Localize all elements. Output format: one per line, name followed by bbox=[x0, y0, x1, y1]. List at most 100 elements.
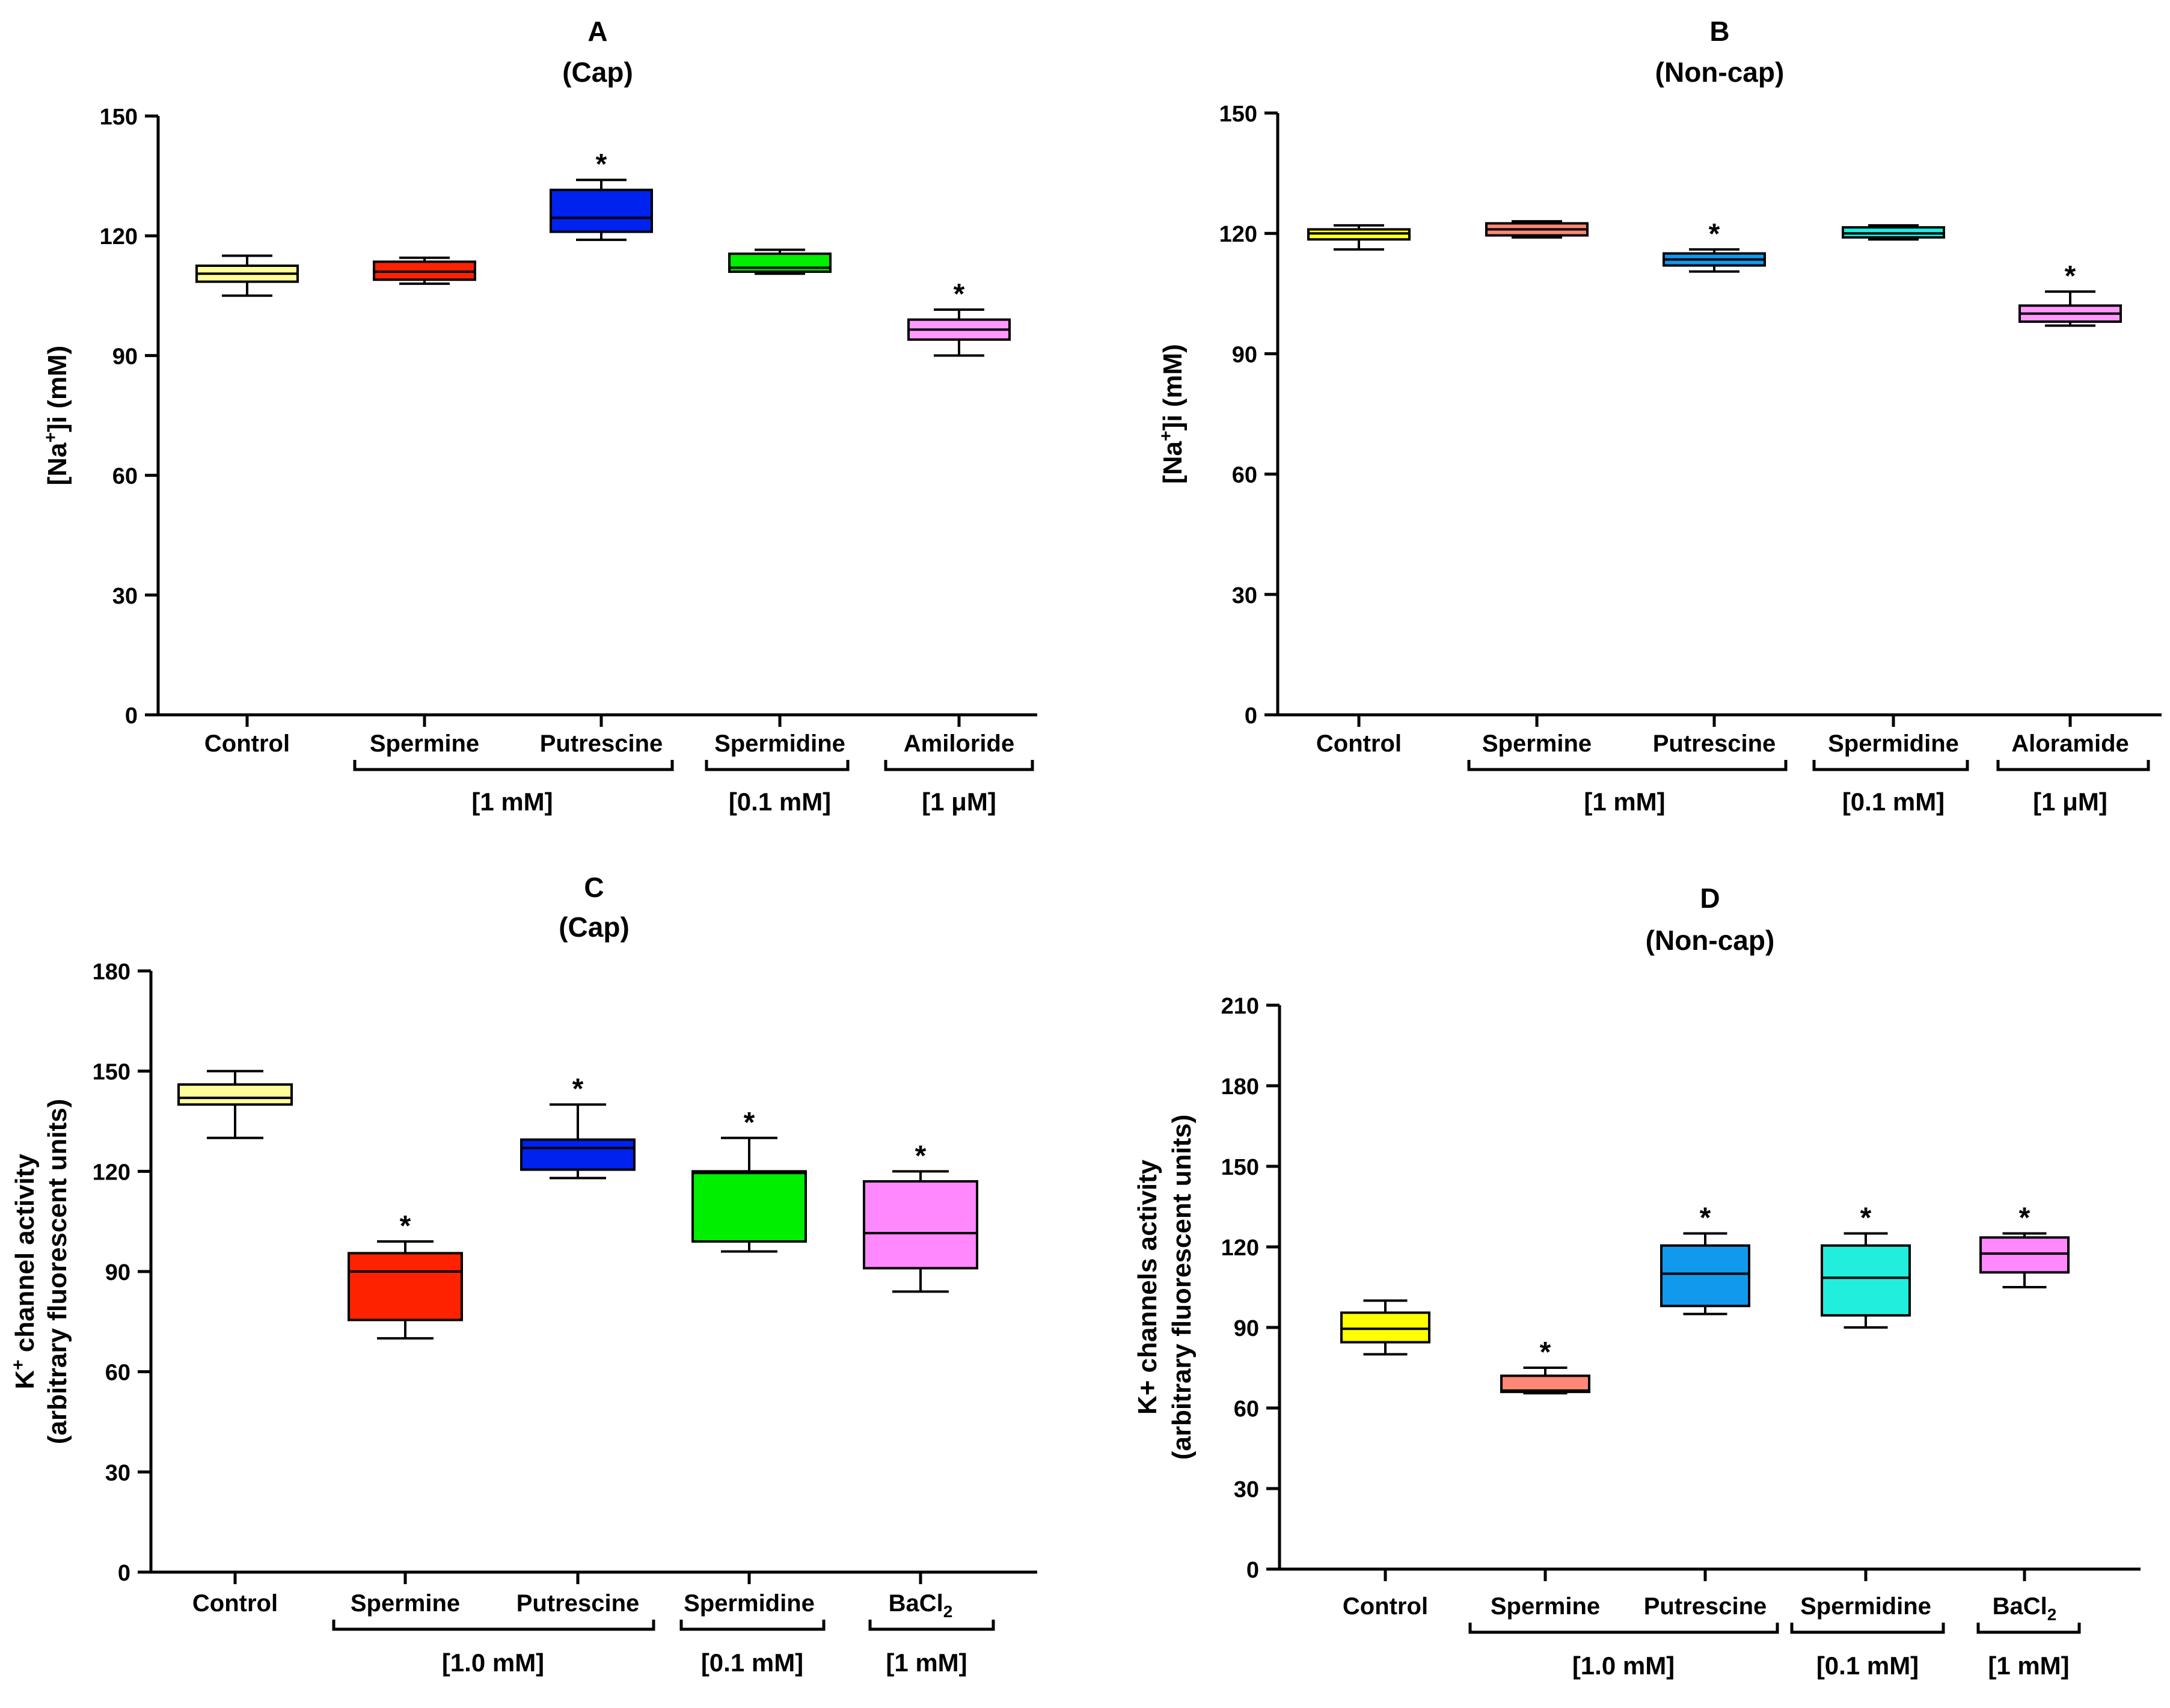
concentration-label: [0.1 mM] bbox=[1842, 788, 1945, 816]
box-control bbox=[177, 1070, 293, 1139]
significance-asterisk: * bbox=[596, 148, 607, 180]
box-spermine bbox=[373, 256, 476, 285]
box-spermidine bbox=[728, 248, 832, 275]
y-axis-label: [Na+]i (mM) bbox=[41, 346, 72, 486]
x-tick-label: Spermine bbox=[351, 1590, 460, 1617]
concentration-bracket bbox=[1812, 760, 1969, 771]
x-tick-label: Spermidine bbox=[684, 1590, 815, 1617]
concentration-label: [1.0 mM] bbox=[442, 1648, 544, 1677]
iqr-box bbox=[1500, 1374, 1590, 1394]
iqr-box bbox=[520, 1138, 636, 1171]
y-tick-label: 60 bbox=[105, 1361, 130, 1386]
iqr-box bbox=[1660, 1244, 1750, 1308]
box-putrescine: * bbox=[1663, 218, 1766, 273]
box-putrescine: * bbox=[1660, 1202, 1750, 1315]
significance-asterisk: * bbox=[1700, 1202, 1711, 1234]
y-tick-label: 60 bbox=[1232, 463, 1257, 488]
panel-letter: D bbox=[1700, 883, 1720, 914]
significance-asterisk: * bbox=[400, 1210, 411, 1242]
significance-asterisk: * bbox=[572, 1073, 584, 1105]
box-spermine bbox=[1485, 220, 1589, 239]
box-bacl2: * bbox=[863, 1140, 978, 1293]
box-spermine: * bbox=[348, 1210, 463, 1340]
box-putrescine: * bbox=[550, 148, 653, 241]
significance-asterisk: * bbox=[1709, 218, 1720, 250]
concentration-label: [1 mM] bbox=[886, 1648, 967, 1677]
concentration-bracket bbox=[705, 760, 850, 771]
y-axis-label-line2: (arbitrary fluorescent units) bbox=[1167, 1115, 1197, 1460]
x-tick-label: Spermidine bbox=[714, 730, 845, 757]
x-tick-label: Spermidine bbox=[1828, 730, 1959, 757]
panel-subtitle: (Cap) bbox=[559, 911, 630, 943]
x-tick-label: Spermine bbox=[1482, 730, 1592, 757]
concentration-label: [0.1 mM] bbox=[729, 788, 831, 816]
y-tick-label: 150 bbox=[100, 105, 138, 130]
y-tick-label: 60 bbox=[1234, 1397, 1259, 1422]
iqr-box bbox=[863, 1180, 978, 1270]
x-tick-label: Putrescine bbox=[540, 730, 663, 757]
y-tick-label: 120 bbox=[93, 1160, 130, 1185]
y-axis-label-line1: K+ channels activity bbox=[1133, 1159, 1162, 1415]
y-tick-label: 30 bbox=[1234, 1477, 1259, 1502]
y-axis-label-line1: K+ channel activity bbox=[8, 1154, 40, 1389]
y-tick-label: 120 bbox=[1219, 222, 1257, 247]
concentration-label: [1 μM] bbox=[2033, 788, 2107, 816]
y-tick-label: 30 bbox=[105, 1460, 130, 1486]
panel-subtitle: (Non-cap) bbox=[1646, 925, 1775, 956]
significance-asterisk: * bbox=[1540, 1336, 1551, 1368]
iqr-box bbox=[177, 1083, 293, 1106]
panel-d: D (Non-cap) 0 30 60 90 120 150 180 210 K+ channels… bbox=[1133, 883, 2141, 1680]
significance-asterisk: * bbox=[2019, 1202, 2031, 1234]
x-tick-label: Putrescine bbox=[1653, 730, 1776, 757]
box-spermine: * bbox=[1500, 1336, 1590, 1395]
x-tick-label: BaCl2 bbox=[1993, 1593, 2057, 1624]
y-tick-label: 0 bbox=[1245, 703, 1257, 729]
concentration-bracket bbox=[332, 1620, 655, 1631]
box-spermidine: * bbox=[1821, 1202, 1911, 1329]
box-control bbox=[1340, 1299, 1430, 1356]
y-tick-label: 180 bbox=[1221, 1074, 1259, 1100]
y-tick-label: 90 bbox=[105, 1260, 130, 1285]
x-tick-label: Amiloride bbox=[904, 730, 1014, 757]
concentration-bracket bbox=[1790, 1623, 1945, 1634]
y-tick-label: 120 bbox=[1221, 1235, 1259, 1261]
iqr-box bbox=[728, 253, 832, 273]
concentration-label: [1 mM] bbox=[471, 788, 553, 816]
iqr-box bbox=[1821, 1244, 1911, 1317]
concentration-bracket bbox=[1468, 1623, 1779, 1634]
concentration-bracket bbox=[884, 760, 1034, 771]
y-tick-label: 0 bbox=[125, 703, 138, 729]
y-tick-label: 150 bbox=[1221, 1155, 1259, 1180]
x-tick-label: Spermidine bbox=[1800, 1593, 1931, 1620]
concentration-label: [1.0 mM] bbox=[1572, 1651, 1675, 1680]
x-tick-label: Control bbox=[1316, 730, 1402, 757]
significance-asterisk: * bbox=[1860, 1202, 1872, 1234]
y-tick-label: 30 bbox=[112, 584, 138, 609]
y-tick-label: 180 bbox=[93, 960, 130, 985]
y-tick-label: 0 bbox=[1246, 1558, 1259, 1583]
iqr-box bbox=[1340, 1311, 1430, 1344]
y-tick-label: 150 bbox=[93, 1060, 130, 1085]
y-axis-label: [Na+]i (mM) bbox=[1156, 344, 1188, 484]
iqr-box bbox=[1979, 1236, 2070, 1274]
concentration-bracket bbox=[1467, 760, 1788, 771]
x-tick-label: Putrescine bbox=[1644, 1593, 1767, 1620]
iqr-box bbox=[691, 1170, 807, 1243]
panel-a: A (Cap) 0 30 60 90 120 150 [Na+]i (mM) Control Spe… bbox=[41, 16, 1037, 816]
x-tick-label: Aloramide bbox=[2011, 730, 2129, 757]
significance-asterisk: * bbox=[2065, 260, 2076, 292]
x-tick-label: Control bbox=[1343, 1593, 1428, 1620]
panel-c: C (Cap) 0 30 60 90 120 150 180 K+ channel activit… bbox=[8, 872, 1037, 1677]
y-tick-label: 120 bbox=[100, 224, 138, 249]
box-spermidine: * bbox=[691, 1107, 807, 1253]
x-tick-label: Spermine bbox=[1491, 1593, 1600, 1620]
significance-asterisk: * bbox=[744, 1107, 755, 1139]
y-tick-label: 0 bbox=[118, 1561, 130, 1586]
concentration-bracket bbox=[1976, 1623, 2081, 1634]
y-tick-label: 90 bbox=[1234, 1316, 1259, 1341]
x-tick-label: Control bbox=[204, 730, 290, 757]
concentration-label: [0.1 mM] bbox=[701, 1648, 803, 1677]
x-tick-label: Putrescine bbox=[516, 1590, 640, 1617]
box-bacl2: * bbox=[1979, 1202, 2070, 1288]
